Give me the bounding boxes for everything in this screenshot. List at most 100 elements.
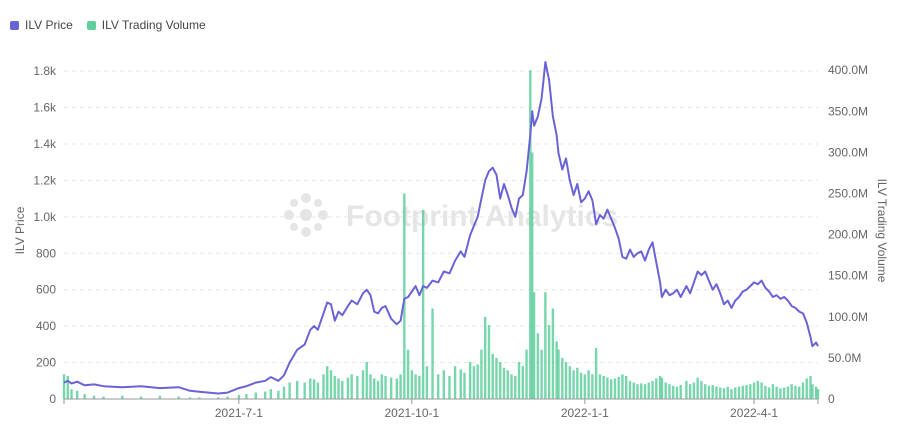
volume-bar: [668, 384, 671, 399]
y-right-tick-label: 300.0M: [828, 145, 868, 159]
volume-bar: [395, 378, 399, 399]
volume-bar: [350, 374, 353, 399]
volume-bar: [700, 380, 703, 399]
grid-layer: [64, 70, 818, 364]
volume-bar: [779, 388, 782, 399]
volume-bar: [688, 384, 692, 399]
y-left-tick-label: 1.2k: [33, 173, 57, 187]
y-right-tick-label: 150.0M: [828, 269, 868, 283]
y-left-tick-label: 0: [49, 392, 56, 406]
volume-bar: [707, 385, 711, 399]
volume-bar: [576, 367, 579, 399]
volume-bar: [476, 364, 479, 399]
volume-bar: [640, 383, 643, 399]
legend-swatch-volume: [86, 20, 96, 30]
volume-bar: [568, 366, 572, 399]
volume-bar: [786, 386, 790, 399]
volume-bar: [557, 349, 560, 399]
volume-bar: [797, 386, 801, 399]
volume-bar: [442, 370, 446, 399]
volume-bar: [529, 70, 532, 399]
legend-item-volume[interactable]: ILV Trading Volume: [86, 18, 206, 32]
volume-bar: [816, 389, 820, 399]
volume-bar: [647, 382, 650, 399]
volume-bar: [606, 377, 609, 399]
y-left-axis-label: ILV Price: [13, 206, 27, 254]
volume-bar: [617, 376, 620, 399]
volume-bar: [767, 387, 771, 399]
volume-bar: [685, 380, 688, 399]
volume-bar: [365, 362, 368, 399]
volume-bar: [703, 384, 707, 399]
volume-bar: [337, 378, 340, 399]
volume-bar: [775, 386, 778, 399]
volume-bar: [329, 370, 333, 399]
volume-bar: [651, 380, 654, 399]
volume-bar: [594, 348, 598, 399]
watermark-logo-icon: [284, 193, 328, 237]
volume-bar: [551, 308, 555, 399]
volume-bar: [726, 386, 729, 399]
volume-bar: [448, 375, 451, 399]
volume-bar: [602, 375, 605, 399]
y-right-tick-label: 350.0M: [828, 104, 868, 118]
volume-bar: [540, 349, 543, 399]
x-tick-label: 2022-1-1: [561, 406, 609, 420]
volume-bar: [536, 333, 540, 399]
volume-bar: [579, 372, 583, 399]
volume-bar: [373, 378, 376, 399]
volume-bar: [483, 316, 487, 399]
volume-bar: [643, 384, 647, 399]
volume-bar: [752, 382, 756, 399]
volume-bar: [564, 362, 568, 399]
volume-bar: [502, 367, 506, 399]
volume-bar: [510, 374, 513, 399]
y-left-tick-label: 1.6k: [33, 101, 57, 115]
volume-bar: [226, 396, 229, 399]
volume-bar: [561, 357, 564, 399]
legend-swatch-price: [10, 20, 19, 30]
volume-bar: [741, 385, 744, 399]
y-right-tick-label: 100.0M: [828, 310, 868, 324]
volume-bar: [696, 377, 699, 399]
y-right-axis-label: ILV Trading Volume: [875, 179, 889, 283]
volume-bar: [655, 378, 658, 399]
volume-bar: [316, 382, 320, 399]
volume-bar: [121, 395, 124, 399]
volume-bar: [532, 292, 536, 399]
volume-bar: [480, 349, 483, 399]
volume-bar: [525, 349, 528, 399]
volume-bar: [745, 385, 748, 399]
volume-bar: [583, 374, 587, 399]
volume-bar: [333, 375, 336, 399]
volume-bar: [269, 389, 273, 399]
volume-bar: [491, 353, 494, 399]
volume-bar: [263, 391, 267, 399]
volume-bar: [277, 390, 280, 399]
volume-bar: [679, 385, 682, 399]
volume-bar: [621, 374, 624, 399]
volume-bar: [530, 152, 534, 399]
volume-bar: [495, 357, 498, 399]
volume-bar: [295, 380, 299, 399]
volume-bar: [517, 362, 521, 399]
volume-bar: [282, 386, 286, 399]
volume-bar: [760, 382, 763, 399]
y-left-tick-label: 200: [36, 356, 56, 370]
volume-bar: [83, 394, 86, 399]
watermark: Footprint Analytics: [284, 193, 618, 237]
legend-label-price: ILV Price: [25, 18, 73, 32]
volume-bar: [521, 366, 524, 399]
volume-bar: [75, 390, 79, 399]
volume-bar: [734, 387, 737, 399]
volume-bar: [487, 325, 491, 399]
y-left-tick-label: 1.0k: [33, 210, 57, 224]
volume-bar: [406, 349, 410, 399]
y-left-tick-label: 1.4k: [33, 137, 57, 151]
legend-item-price[interactable]: ILV Price: [10, 18, 73, 32]
volume-bar: [587, 370, 590, 399]
volume-bar: [625, 375, 628, 399]
volume-bar: [719, 387, 722, 399]
volume-bar: [715, 386, 718, 399]
